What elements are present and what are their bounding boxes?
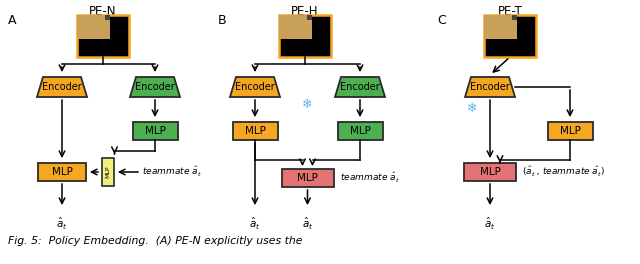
Text: MLP: MLP — [479, 167, 500, 177]
Polygon shape — [230, 77, 280, 97]
Text: Fig. 5:  Policy Embedding.  (A) PE-N explicitly uses the: Fig. 5: Policy Embedding. (A) PE-N expli… — [8, 236, 303, 246]
Text: $\hat{a}_t$: $\hat{a}_t$ — [56, 216, 68, 232]
Text: teammate $\hat{a}_t$: teammate $\hat{a}_t$ — [339, 171, 399, 185]
Bar — [232, 122, 278, 140]
Polygon shape — [37, 77, 87, 97]
Text: $\hat{a}_t$: $\hat{a}_t$ — [301, 216, 313, 232]
Text: Encoder: Encoder — [470, 82, 510, 92]
Bar — [464, 163, 516, 181]
Bar — [282, 169, 333, 187]
Text: teammate $\hat{a}_t$: teammate $\hat{a}_t$ — [142, 165, 202, 179]
Text: $(\hat{a}_t$ , teammate $\hat{a}_t)$: $(\hat{a}_t$ , teammate $\hat{a}_t)$ — [522, 165, 605, 179]
Text: Encoder: Encoder — [42, 82, 82, 92]
Text: A: A — [8, 14, 17, 27]
Text: B: B — [218, 14, 227, 27]
Text: C: C — [437, 14, 445, 27]
Text: MLP: MLP — [52, 167, 72, 177]
Bar — [484, 15, 536, 57]
Bar — [279, 15, 312, 39]
Text: MLP: MLP — [349, 126, 371, 136]
Text: MLP: MLP — [244, 126, 266, 136]
Polygon shape — [335, 77, 385, 97]
Text: ❄: ❄ — [302, 98, 313, 111]
Bar — [337, 122, 383, 140]
Text: PE-H: PE-H — [291, 5, 319, 18]
Bar — [102, 158, 114, 186]
Text: MLP: MLP — [297, 173, 318, 183]
Polygon shape — [465, 77, 515, 97]
Text: Encoder: Encoder — [340, 82, 380, 92]
Text: MLP: MLP — [559, 126, 580, 136]
Bar — [307, 15, 312, 21]
Text: MLP: MLP — [145, 126, 165, 136]
Bar — [547, 122, 593, 140]
Text: Encoder: Encoder — [235, 82, 275, 92]
Bar — [484, 15, 516, 39]
Bar — [279, 15, 331, 57]
Text: $\hat{a}_t$: $\hat{a}_t$ — [484, 216, 496, 232]
Bar — [38, 163, 86, 181]
Bar — [104, 15, 110, 21]
Bar — [77, 15, 110, 39]
Bar — [511, 15, 516, 21]
Text: PE-N: PE-N — [89, 5, 116, 18]
Bar — [132, 122, 177, 140]
Bar — [77, 15, 129, 57]
Text: $\hat{a}_t$: $\hat{a}_t$ — [249, 216, 260, 232]
Text: ❄: ❄ — [467, 102, 477, 116]
Text: Encoder: Encoder — [135, 82, 175, 92]
Text: PE-T: PE-T — [497, 5, 522, 18]
Text: MLP: MLP — [106, 166, 111, 178]
Polygon shape — [130, 77, 180, 97]
